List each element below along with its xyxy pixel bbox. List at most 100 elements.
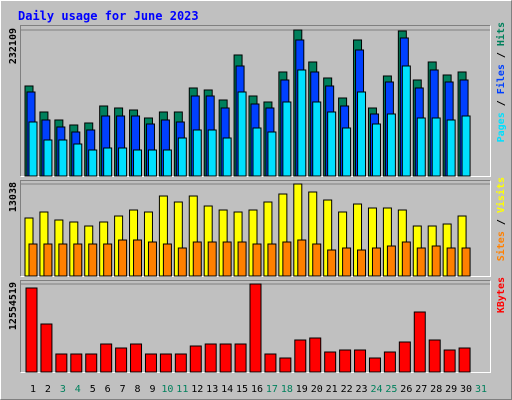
- x-tick-label: 28: [430, 384, 442, 395]
- plot-bevel-light: [20, 180, 491, 277]
- bar: [73, 143, 83, 177]
- x-tick-label: 6: [105, 384, 111, 395]
- plot-bevel-light: [20, 25, 491, 177]
- bar: [342, 127, 352, 177]
- bar: [222, 241, 232, 277]
- bar: [324, 351, 337, 373]
- bar: [443, 349, 456, 373]
- x-tick-label: 23: [356, 384, 368, 395]
- bar: [58, 243, 68, 277]
- x-tick-label: 1: [30, 384, 36, 395]
- bar: [252, 243, 262, 277]
- legend-entry: Files: [495, 64, 507, 94]
- bar: [103, 147, 113, 177]
- bar: [115, 347, 128, 373]
- legend: KBytes: [496, 277, 507, 313]
- bar: [267, 131, 277, 177]
- legend-entry: Hits: [495, 22, 507, 46]
- bar: [297, 239, 307, 277]
- bar: [174, 353, 187, 373]
- bar: [428, 339, 441, 373]
- x-tick-label: 24: [370, 384, 382, 395]
- bar: [413, 311, 426, 373]
- bar: [371, 247, 381, 277]
- bar: [177, 247, 187, 277]
- bar: [130, 343, 143, 373]
- bar: [207, 241, 217, 277]
- x-tick-label: 26: [400, 384, 412, 395]
- bar: [70, 353, 83, 373]
- bar: [162, 243, 172, 277]
- x-tick-label: 17: [266, 384, 278, 395]
- legend-separator: /: [496, 52, 507, 58]
- bar: [357, 91, 367, 177]
- bar: [279, 357, 292, 373]
- bar: [309, 337, 322, 373]
- bar: [103, 243, 113, 277]
- legend-entry: Visits: [495, 177, 507, 213]
- x-tick-label: 13: [206, 384, 218, 395]
- bar: [147, 241, 157, 277]
- bar: [354, 349, 367, 373]
- bar: [73, 243, 83, 277]
- bar: [264, 353, 277, 373]
- x-tick-label: 9: [149, 384, 155, 395]
- bar: [58, 139, 68, 177]
- bar: [192, 129, 202, 177]
- bar: [342, 247, 352, 277]
- x-tick-label: 14: [221, 384, 233, 395]
- x-tick-label: 11: [176, 384, 188, 395]
- bar: [312, 101, 322, 177]
- x-tick-label: 21: [326, 384, 338, 395]
- bar: [371, 123, 381, 177]
- x-tick-label: 25: [385, 384, 397, 395]
- legend: Pages / Files / Hits: [495, 22, 507, 142]
- x-tick-label: 16: [251, 384, 263, 395]
- bar: [192, 241, 202, 277]
- x-tick-label: 27: [415, 384, 427, 395]
- x-tick-label: 5: [90, 384, 96, 395]
- bar: [204, 343, 217, 373]
- bar: [446, 247, 456, 277]
- bar: [118, 147, 128, 177]
- bar: [219, 343, 232, 373]
- chart-title: Daily usage for June 2023: [18, 9, 199, 23]
- bar: [431, 245, 441, 277]
- bar: [461, 247, 471, 277]
- x-tick-label: 7: [120, 384, 126, 395]
- x-tick-label: 4: [75, 384, 81, 395]
- bar: [282, 101, 292, 177]
- x-tick-label: 10: [161, 384, 173, 395]
- bar: [416, 117, 426, 177]
- bar: [282, 241, 292, 277]
- legend-entry: Sites: [495, 231, 507, 261]
- bar: [383, 351, 396, 373]
- bar: [398, 341, 411, 373]
- bar: [446, 119, 456, 177]
- bar: [416, 247, 426, 277]
- bar: [461, 115, 471, 177]
- y-tick-label: 12554519: [8, 282, 19, 330]
- bar: [234, 343, 247, 373]
- bar: [28, 121, 38, 177]
- bar: [327, 111, 337, 177]
- bar: [458, 347, 471, 373]
- x-tick-label: 19: [296, 384, 308, 395]
- x-tick-label: 30: [460, 384, 472, 395]
- bar: [401, 241, 411, 277]
- bar: [312, 243, 322, 277]
- legend-entry: Pages: [496, 112, 507, 142]
- bar: [144, 353, 157, 373]
- x-tick-label: 2: [45, 384, 51, 395]
- bar: [40, 323, 53, 373]
- x-tick-label: 20: [311, 384, 323, 395]
- bar: [177, 137, 187, 177]
- bar: [85, 353, 98, 373]
- y-tick-label: 13038: [8, 182, 19, 212]
- bar: [43, 243, 53, 277]
- bar: [25, 287, 38, 373]
- bar: [28, 243, 38, 277]
- bar: [133, 239, 143, 277]
